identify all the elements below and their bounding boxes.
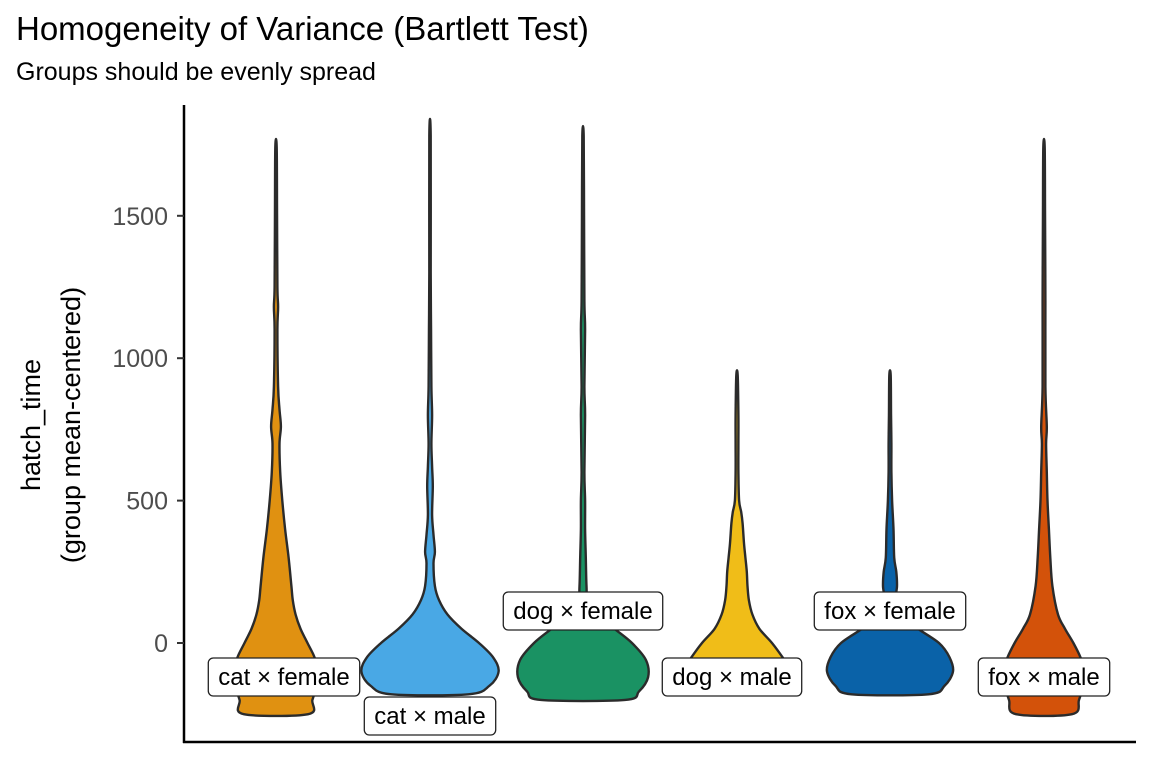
group-label-box: fox × male [977, 657, 1111, 697]
y-tick-label: 0 [154, 630, 168, 658]
violin-fox-female [825, 369, 955, 697]
violin-fox-male [1002, 137, 1086, 718]
chart-title: Homogeneity of Variance (Bartlett Test) [16, 10, 589, 47]
violin-dog-male [681, 369, 793, 697]
y-tick-label: 1500 [112, 203, 168, 231]
group-label-box: cat × female [207, 657, 361, 697]
group-label-background [977, 657, 1111, 697]
y-tick-label: 1000 [112, 345, 168, 373]
y-axis-title-line-2: (group mean-centered) [56, 287, 86, 563]
group-label-box: dog × male [661, 657, 803, 697]
group-label-box: dog × female [502, 591, 664, 631]
group-label: fox × female [824, 598, 955, 625]
group-label: dog × female [513, 598, 652, 625]
y-tick-label: 500 [126, 488, 168, 516]
group-label: cat × male [374, 703, 485, 730]
group-label-background [363, 696, 497, 736]
group-label-background [207, 657, 361, 697]
chart-subtitle: Groups should be evenly spread [16, 58, 376, 86]
violin-cat-male [360, 117, 500, 697]
group-label: dog × male [672, 664, 791, 691]
group-label: cat × female [218, 664, 349, 691]
group-label: fox × male [988, 664, 1099, 691]
group-label-background [661, 657, 803, 697]
group-label-box: fox × female [813, 591, 967, 631]
group-label-background [813, 591, 967, 631]
violin-cat-female [232, 137, 320, 718]
group-label-box: cat × male [363, 696, 497, 736]
y-axis-title-line-1: hatch_time [16, 359, 46, 491]
group-label-background [502, 591, 664, 631]
